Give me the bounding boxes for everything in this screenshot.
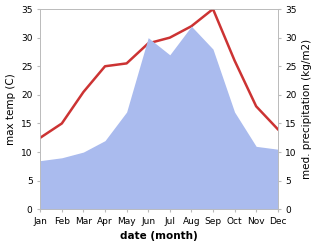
X-axis label: date (month): date (month) xyxy=(120,231,198,242)
Y-axis label: max temp (C): max temp (C) xyxy=(5,73,16,145)
Y-axis label: med. precipitation (kg/m2): med. precipitation (kg/m2) xyxy=(302,39,313,179)
